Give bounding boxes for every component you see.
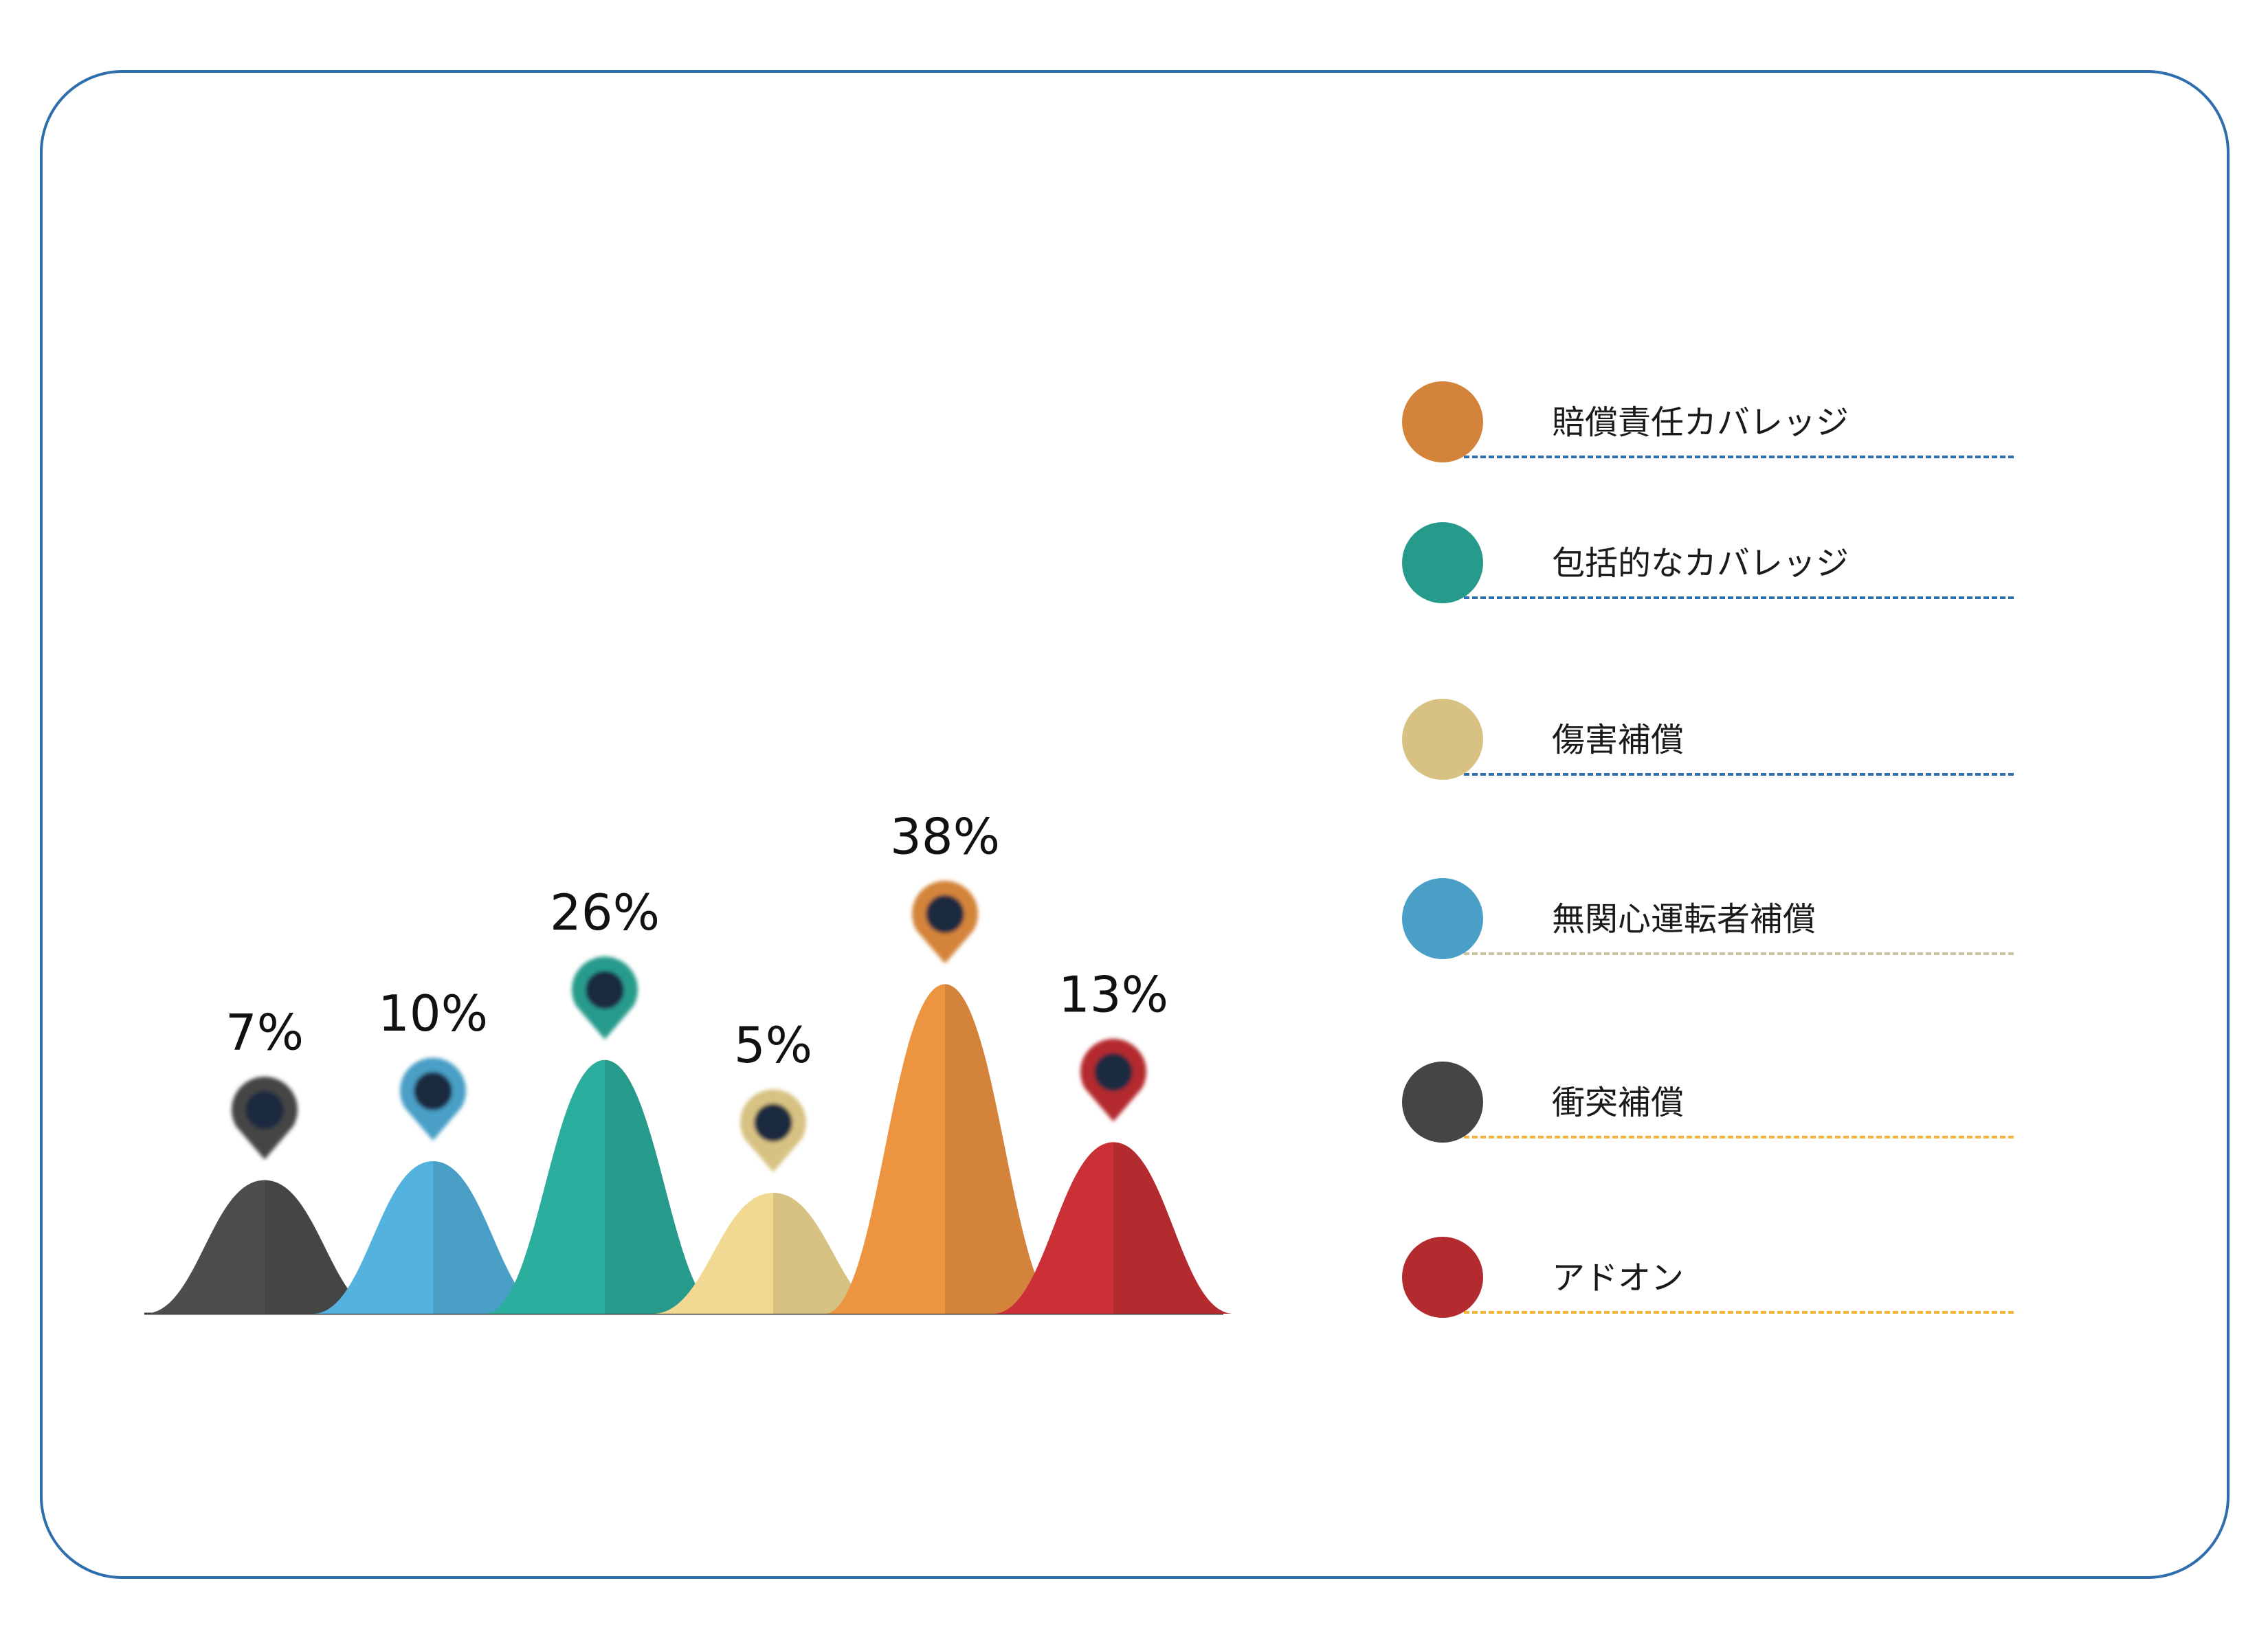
peak-3-value-label: 26%	[550, 884, 660, 941]
peak-5-right-half	[945, 984, 1065, 1314]
legend-divider	[1464, 1136, 2014, 1138]
peak-1-left-half	[144, 1180, 265, 1314]
legend-divider	[1464, 1311, 2014, 1314]
peak-1-right-half	[265, 1180, 385, 1314]
peak-4: 5%	[653, 1016, 893, 1314]
peak-5-value-label: 38%	[890, 807, 1000, 865]
legend-item-6: アドオン	[1402, 1237, 2089, 1326]
legend-label: 無関心運転者補償	[1552, 900, 1816, 939]
legend-divider	[1464, 596, 2014, 599]
peak-4-pin-icon	[740, 1089, 806, 1172]
legend-label: 賠償責任カバレッジ	[1552, 403, 1849, 442]
peak-2: 10%	[313, 985, 553, 1314]
legend-item-2: 包括的なカバレッジ	[1402, 522, 2089, 612]
peak-5-pin-icon	[912, 880, 978, 964]
peak-5-left-half	[825, 984, 945, 1314]
peak-3-right-half	[605, 1059, 725, 1314]
legend-label: アドオン	[1552, 1259, 1685, 1297]
peak-3: 26%	[485, 884, 725, 1314]
peak-2-right-half	[433, 1161, 553, 1314]
legend-swatch	[1402, 878, 1483, 959]
legend-item-3: 傷害補償	[1402, 699, 2089, 788]
peak-1-value-label: 7%	[225, 1004, 304, 1062]
peak-3-left-half	[485, 1059, 605, 1314]
legend-label: 衝突補償	[1552, 1084, 1685, 1122]
legend-divider	[1464, 456, 2014, 458]
legend-swatch	[1402, 522, 1483, 603]
peak-4-right-half	[773, 1193, 893, 1314]
peak-6-left-half	[993, 1142, 1113, 1314]
legend-swatch	[1402, 1062, 1483, 1143]
peak-4-left-half	[653, 1193, 773, 1314]
legend-item-5: 衝突補償	[1402, 1062, 2089, 1151]
legend-swatch	[1402, 381, 1483, 462]
peak-4-value-label: 5%	[734, 1016, 812, 1074]
legend-label: 包括的なカバレッジ	[1552, 544, 1849, 583]
legend-item-4: 無関心運転者補償	[1402, 878, 2089, 967]
peaks-layer: 7% 10% 26% 5% 38% 13%	[144, 807, 1234, 1314]
peak-1: 7%	[144, 1004, 385, 1314]
chart-frame	[40, 70, 2230, 1579]
peak-6-pin-icon	[1080, 1038, 1146, 1122]
legend-divider	[1464, 773, 2014, 776]
peak-6-right-half	[1113, 1142, 1234, 1314]
legend-label: 傷害補償	[1552, 721, 1685, 759]
peak-2-pin-icon	[400, 1057, 466, 1141]
peak-1-pin-icon	[232, 1077, 298, 1160]
legend-swatch	[1402, 699, 1483, 780]
legend-divider	[1464, 952, 2014, 955]
peak-2-left-half	[313, 1161, 433, 1314]
peak-5: 38%	[825, 807, 1065, 1314]
peak-3-pin-icon	[572, 956, 638, 1040]
legend-swatch	[1402, 1237, 1483, 1318]
legend-item-1: 賠償責任カバレッジ	[1402, 381, 2089, 471]
peak-2-value-label: 10%	[378, 985, 488, 1042]
peak-6-value-label: 13%	[1058, 965, 1168, 1023]
peak-6: 13%	[993, 965, 1234, 1314]
